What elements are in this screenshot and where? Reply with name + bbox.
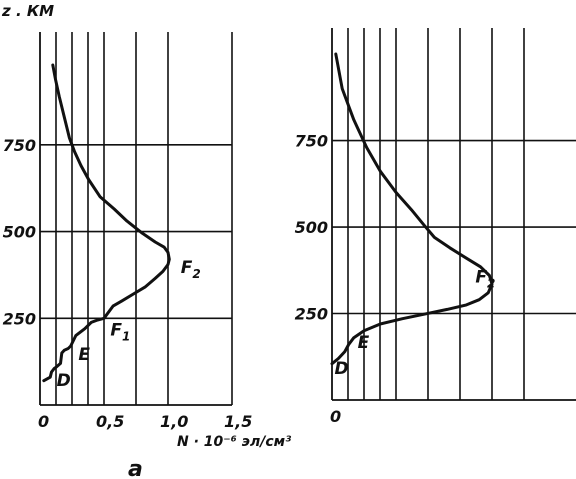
y-tick-label: 500 — [295, 218, 328, 237]
layer-label-subscript: 2 — [192, 267, 200, 281]
y-tick-label: 250 — [3, 309, 36, 328]
x-tick-label: 0 — [330, 407, 341, 426]
x-axis-label-left: N · 10⁻⁶ эл/см³ — [177, 434, 291, 450]
layer-label: F2 — [181, 258, 201, 281]
y-tick-label: 750 — [3, 136, 36, 155]
layer-label: E — [78, 345, 90, 365]
layer-label: D — [335, 359, 349, 379]
x-tick-label: 0 — [38, 412, 49, 431]
y-tick-label: 250 — [295, 305, 328, 324]
x-tick-label: 0,5 — [96, 412, 124, 431]
layer-label: D — [57, 371, 71, 391]
x-tick-label: 1,5 — [224, 412, 252, 431]
y-tick-label: 750 — [295, 132, 328, 151]
density-profile-line — [42, 63, 171, 383]
chart-panel-left: 250 500 750 0 0,5 1,0 1,5 DE F1 F2 — [3, 32, 252, 431]
layer-label: F1 — [110, 321, 130, 344]
panel-label: а — [128, 457, 143, 479]
density-profile-line — [330, 52, 494, 366]
layer-label: E — [358, 333, 370, 353]
y-unit-label: z . КМ — [1, 2, 54, 20]
layer-label-subscript: 1 — [122, 330, 130, 344]
layer-label-subscript: 2 — [487, 276, 495, 290]
x-tick-label: 1,0 — [160, 412, 188, 431]
y-tick-label: 500 — [3, 223, 36, 242]
